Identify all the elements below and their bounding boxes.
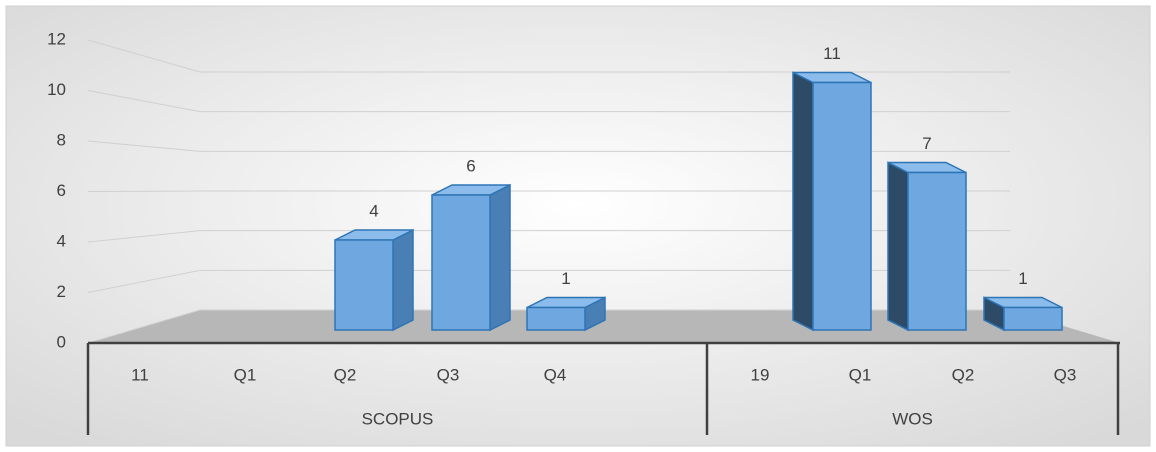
- x-tick-label: Q2: [952, 365, 975, 384]
- data-label: 1: [1018, 269, 1027, 288]
- data-label: 7: [922, 134, 931, 153]
- bar: [907, 171, 967, 331]
- grid-line: [87, 230, 201, 243]
- bar: [526, 306, 586, 331]
- x-tick-label: Q4: [544, 365, 567, 384]
- x-tick-label: 19: [751, 365, 770, 384]
- x-tick-label: Q1: [849, 365, 872, 384]
- group-label: SCOPUS: [362, 409, 434, 428]
- bar-side: [392, 228, 414, 332]
- data-label: 6: [466, 156, 475, 175]
- grid-line: [87, 309, 201, 344]
- grid-line: [87, 140, 201, 152]
- x-tick-label: Q3: [437, 365, 460, 384]
- y-tick-label: 6: [57, 181, 66, 200]
- y-tick-label: 10: [47, 80, 66, 99]
- bar: [812, 81, 872, 331]
- bar: [1003, 306, 1063, 331]
- data-label: 4: [369, 201, 378, 220]
- bar: [334, 239, 394, 331]
- bar-side: [489, 183, 511, 332]
- bar-side: [887, 161, 909, 332]
- group-label: WOS: [892, 409, 933, 428]
- y-tick-label: 4: [57, 231, 66, 250]
- x-tick-label: 11: [131, 365, 149, 384]
- y-tick-label: 8: [57, 130, 66, 149]
- bar: [431, 194, 491, 331]
- grid-line: [87, 269, 201, 293]
- y-tick-label: 2: [57, 282, 66, 301]
- grid-line: [87, 39, 201, 73]
- data-label: 11: [823, 44, 841, 63]
- y-tick-label: 12: [47, 29, 66, 48]
- x-tick-label: Q2: [334, 365, 357, 384]
- grid-line: [87, 90, 201, 113]
- bar-side: [792, 71, 814, 332]
- x-tick-label: Q1: [234, 365, 257, 384]
- data-label: 1: [561, 269, 570, 288]
- x-tick-label: Q3: [1054, 365, 1077, 384]
- y-tick-label: 0: [57, 332, 66, 351]
- grid-line: [87, 190, 201, 192]
